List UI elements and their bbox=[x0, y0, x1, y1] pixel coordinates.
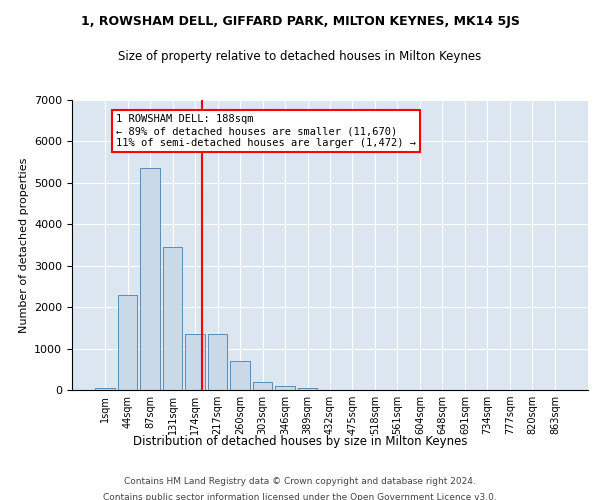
Bar bbox=[140, 168, 160, 390]
Bar bbox=[163, 247, 182, 390]
Text: Contains public sector information licensed under the Open Government Licence v3: Contains public sector information licen… bbox=[103, 492, 497, 500]
Bar bbox=[253, 382, 272, 390]
Bar bbox=[275, 386, 295, 390]
Bar bbox=[298, 388, 317, 390]
Bar bbox=[185, 334, 205, 390]
Bar bbox=[230, 361, 250, 390]
Bar bbox=[208, 334, 227, 390]
Bar bbox=[118, 294, 137, 390]
Text: Distribution of detached houses by size in Milton Keynes: Distribution of detached houses by size … bbox=[133, 435, 467, 448]
Bar bbox=[95, 388, 115, 390]
Text: Contains HM Land Registry data © Crown copyright and database right 2024.: Contains HM Land Registry data © Crown c… bbox=[124, 478, 476, 486]
Text: 1 ROWSHAM DELL: 188sqm
← 89% of detached houses are smaller (11,670)
11% of semi: 1 ROWSHAM DELL: 188sqm ← 89% of detached… bbox=[116, 114, 416, 148]
Y-axis label: Number of detached properties: Number of detached properties bbox=[19, 158, 29, 332]
Text: Size of property relative to detached houses in Milton Keynes: Size of property relative to detached ho… bbox=[118, 50, 482, 63]
Text: 1, ROWSHAM DELL, GIFFARD PARK, MILTON KEYNES, MK14 5JS: 1, ROWSHAM DELL, GIFFARD PARK, MILTON KE… bbox=[80, 15, 520, 28]
